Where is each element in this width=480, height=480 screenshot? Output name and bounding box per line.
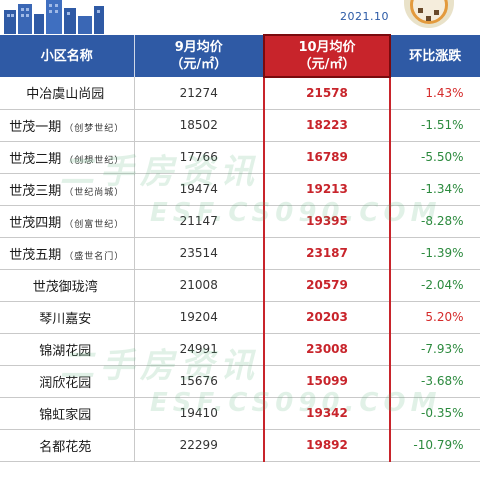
- col-header-sep-price: 9月均价 （元/㎡）: [134, 35, 265, 77]
- report-date: 2021.10: [340, 10, 389, 23]
- col-header-label: 环比涨跌: [409, 48, 462, 64]
- col-header-label: 小区名称: [40, 48, 93, 64]
- community-name-cell: 名都花苑: [0, 429, 135, 462]
- sep-price-cell: 18502: [134, 109, 265, 142]
- change-cell: 1.43%: [390, 77, 480, 110]
- community-name: 名都花苑: [39, 439, 92, 455]
- table-row: 世茂四期 （创富世纪） 21147 19395 -8.28%: [0, 205, 480, 238]
- community-name: 世茂御珑湾: [32, 279, 98, 295]
- community-alias: （创想世纪）: [64, 155, 125, 166]
- oct-price-cell: 20203: [263, 301, 391, 334]
- community-name: 世茂二期: [9, 151, 62, 167]
- oct-price-cell: 23187: [263, 237, 391, 270]
- community-name-cell: 锦虹家园: [0, 397, 135, 430]
- col-header-change: 环比涨跌: [390, 35, 480, 77]
- sep-price-cell: 24991: [134, 333, 265, 366]
- table-row: 名都花苑 22299 19892 -10.79%: [0, 429, 480, 462]
- community-alias: （创富世纪）: [64, 219, 125, 230]
- community-name: 锦虹家园: [39, 407, 92, 423]
- qr-code-badge[interactable]: [404, 0, 454, 28]
- community-alias: （盛世名门）: [64, 251, 125, 262]
- community-name-cell: 中冶虞山尚园: [0, 77, 135, 110]
- table-row: 琴川嘉安 19204 20203 5.20%: [0, 301, 480, 334]
- community-name: 世茂四期: [9, 215, 62, 231]
- community-name-cell: 世茂三期 （世纪尚城）: [0, 173, 135, 206]
- community-name: 世茂三期: [9, 183, 62, 199]
- oct-price-cell: 20579: [263, 269, 391, 302]
- table-row: 世茂二期 （创想世纪） 17766 16789 -5.50%: [0, 141, 480, 174]
- oct-price-cell: 19213: [263, 173, 391, 206]
- table-row: 世茂一期 （创梦世纪） 18502 18223 -1.51%: [0, 109, 480, 142]
- price-table: 小区名称 9月均价 （元/㎡） 10月均价 （元/㎡） 环比涨跌 中冶虞山尚园 212…: [0, 34, 480, 462]
- community-name-cell: 世茂御珑湾: [0, 269, 135, 302]
- community-name-cell: 润欣花园: [0, 365, 135, 398]
- change-cell: -10.79%: [390, 429, 480, 462]
- table-row: 润欣花园 15676 15099 -3.68%: [0, 365, 480, 398]
- change-cell: -5.50%: [390, 141, 480, 174]
- sep-price-cell: 19410: [134, 397, 265, 430]
- col-header-label: 10月均价: [298, 40, 356, 55]
- sep-price-cell: 21008: [134, 269, 265, 302]
- community-name-cell: 世茂一期 （创梦世纪）: [0, 109, 135, 142]
- change-cell: -1.34%: [390, 173, 480, 206]
- community-name: 润欣花园: [39, 375, 92, 391]
- sep-price-cell: 21147: [134, 205, 265, 238]
- col-header-oct-price: 10月均价 （元/㎡）: [263, 34, 391, 78]
- change-cell: -3.68%: [390, 365, 480, 398]
- community-alias: （世纪尚城）: [64, 187, 125, 198]
- sep-price-cell: 21274: [134, 77, 265, 110]
- community-name: 中冶虞山尚园: [26, 87, 105, 103]
- oct-price-cell: 19892: [263, 429, 391, 462]
- table-row: 世茂御珑湾 21008 20579 -2.04%: [0, 269, 480, 302]
- table-header-row: 小区名称 9月均价 （元/㎡） 10月均价 （元/㎡） 环比涨跌: [0, 34, 480, 78]
- table-row: 锦湖花园 24991 23008 -7.93%: [0, 333, 480, 366]
- qr-dot: [418, 8, 423, 13]
- change-cell: -7.93%: [390, 333, 480, 366]
- community-alias: （创梦世纪）: [64, 123, 125, 134]
- change-cell: 5.20%: [390, 301, 480, 334]
- community-name-cell: 世茂四期 （创富世纪）: [0, 205, 135, 238]
- table-row: 锦虹家园 19410 19342 -0.35%: [0, 397, 480, 430]
- community-name-cell: 琴川嘉安: [0, 301, 135, 334]
- community-name: 世茂一期: [9, 119, 62, 135]
- change-cell: -1.39%: [390, 237, 480, 270]
- oct-price-cell: 21578: [263, 77, 391, 110]
- table-row: 中冶虞山尚园 21274 21578 1.43%: [0, 77, 480, 110]
- col-header-unit: （元/㎡）: [170, 57, 228, 72]
- community-name-cell: 世茂五期 （盛世名门）: [0, 237, 135, 270]
- oct-price-cell: 19342: [263, 397, 391, 430]
- community-name: 锦湖花园: [39, 343, 92, 359]
- community-name-cell: 世茂二期 （创想世纪）: [0, 141, 135, 174]
- table-row: 世茂三期 （世纪尚城） 19474 19213 -1.34%: [0, 173, 480, 206]
- qr-dot: [426, 16, 431, 21]
- oct-price-cell: 15099: [263, 365, 391, 398]
- col-header-label: 9月均价: [174, 40, 223, 55]
- change-cell: -2.04%: [390, 269, 480, 302]
- sep-price-cell: 19204: [134, 301, 265, 334]
- sep-price-cell: 23514: [134, 237, 265, 270]
- col-header-unit: （元/㎡）: [298, 57, 356, 72]
- community-name-cell: 锦湖花园: [0, 333, 135, 366]
- sep-price-cell: 15676: [134, 365, 265, 398]
- col-header-name: 小区名称: [0, 35, 135, 77]
- oct-price-cell: 23008: [263, 333, 391, 366]
- community-name: 世茂五期: [9, 247, 62, 263]
- sep-price-cell: 17766: [134, 141, 265, 174]
- change-cell: -8.28%: [390, 205, 480, 238]
- change-cell: -0.35%: [390, 397, 480, 430]
- table-row: 世茂五期 （盛世名门） 23514 23187 -1.39%: [0, 237, 480, 270]
- oct-price-cell: 18223: [263, 109, 391, 142]
- change-cell: -1.51%: [390, 109, 480, 142]
- oct-price-cell: 19395: [263, 205, 391, 238]
- sep-price-cell: 19474: [134, 173, 265, 206]
- oct-price-cell: 16789: [263, 141, 391, 174]
- qr-dot: [434, 10, 439, 15]
- city-skyline-icon: [4, 0, 104, 34]
- top-banner: 2021.10: [0, 0, 480, 34]
- sep-price-cell: 22299: [134, 429, 265, 462]
- community-name: 琴川嘉安: [39, 311, 92, 327]
